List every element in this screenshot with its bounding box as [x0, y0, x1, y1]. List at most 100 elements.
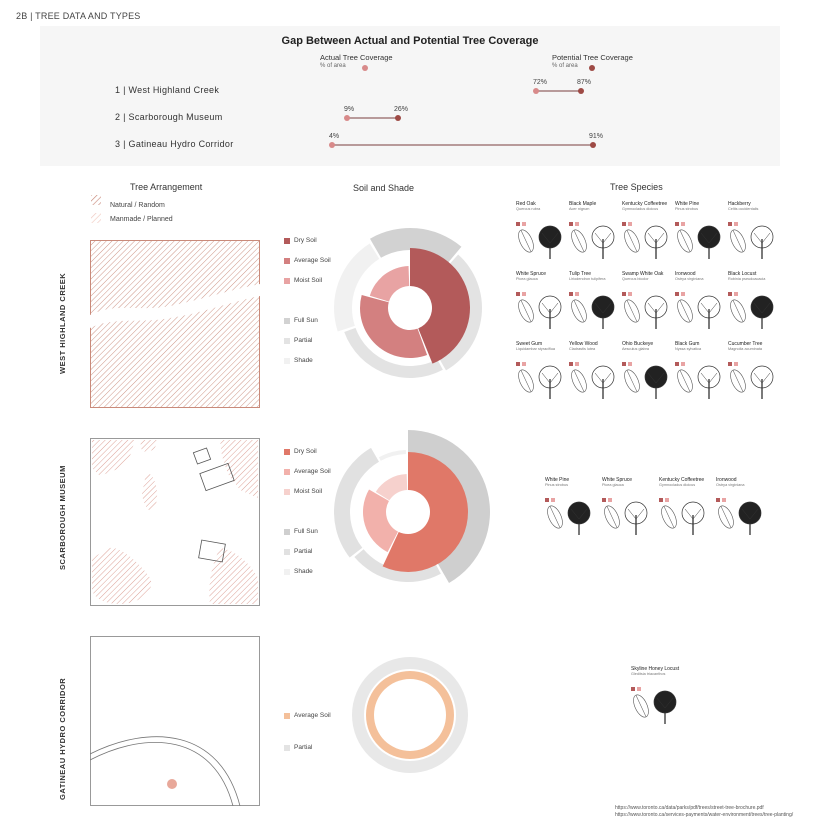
actual-value: 9%: [344, 106, 355, 113]
arrangement-legend-swatches: [91, 195, 101, 223]
species-tags: [545, 489, 557, 507]
actual-dot: [329, 142, 335, 148]
gap-segment: [536, 90, 581, 92]
species-name: Black Locust: [728, 271, 757, 277]
tree-cluster: [92, 547, 152, 604]
species-tags: [675, 213, 687, 231]
gap-row-label: 2 | Scarborough Museum: [115, 112, 223, 122]
soil-legend-label: Partial: [294, 337, 313, 344]
soil-legend-label: Moist Soil: [294, 488, 323, 495]
legend-swatch: [284, 745, 290, 751]
creek-path: [90, 284, 260, 328]
soil-legend-label: Full Sun: [294, 528, 318, 535]
species-latin: Magnolia acuminata: [728, 347, 762, 351]
legend-actual: Actual Tree Coverage % of area: [320, 53, 393, 69]
gap-chart-panel: Gap Between Actual and Potential Tree Co…: [40, 26, 780, 166]
source-2[interactable]: https://www.toronto.ca/services-payments…: [615, 812, 794, 818]
species-name: Ironwood: [675, 271, 696, 277]
species-name: Yellow Wood: [569, 341, 598, 347]
tree-illustration: [730, 365, 774, 399]
species-name: Ironwood: [716, 477, 737, 483]
shade-segment: [334, 243, 380, 332]
legend-potential-dot: [589, 65, 595, 71]
building: [198, 539, 226, 563]
road-edge: [90, 736, 241, 806]
tree-illustration: [677, 225, 721, 259]
species-latin: Picea glauca: [516, 277, 538, 281]
species-name: Kentucky Coffeetree: [622, 201, 668, 207]
soil-legend-label: Full Sun: [294, 317, 318, 324]
donut-group-2: [334, 430, 490, 584]
legend-swatch: [284, 549, 290, 555]
potential-dot: [395, 115, 401, 121]
shade-segment: [334, 447, 379, 558]
species-tags: [675, 283, 687, 301]
species-latin: Robinia pseudoacacia: [728, 277, 766, 281]
species-tags: [516, 283, 528, 301]
gap-segment: [347, 117, 398, 119]
source-1[interactable]: https://www.toronto.ca/data/parks/pdf/tr…: [615, 805, 764, 811]
manmade-swatch: [91, 213, 101, 223]
shade-segment: [378, 450, 406, 461]
actual-value: 4%: [329, 133, 340, 140]
species-name: Sweet Gum: [516, 341, 543, 347]
species-tags: [728, 213, 740, 231]
species-latin: Pinus strobus: [675, 207, 699, 211]
soil-segment: [382, 452, 468, 572]
soil-legend-label: Moist Soil: [294, 277, 323, 284]
species-tags: [659, 489, 671, 507]
potential-dot: [590, 142, 596, 148]
legend-natural: Natural / Random: [110, 202, 165, 209]
gap-chart-title: Gap Between Actual and Potential Tree Co…: [281, 35, 539, 47]
species-tags: [569, 283, 581, 301]
species-tags: [622, 283, 634, 301]
soil-segment: [360, 295, 428, 358]
soil-legend-label: Dry Soil: [294, 448, 317, 455]
shade-segment: [439, 254, 482, 371]
road-edge: [90, 742, 234, 806]
species-latin: Ostrya virginiana: [675, 277, 704, 281]
actual-value: 72%: [533, 79, 548, 86]
species-latin: Aesculus glabra: [622, 347, 650, 351]
tree-illustration: [571, 295, 615, 329]
species-latin: Pinus strobus: [545, 483, 569, 487]
potential-dot: [578, 88, 584, 94]
species-latin: Gymnocladus dioicus: [622, 207, 659, 211]
map-west-highland-creek: [90, 240, 260, 408]
legend-actual-sub: % of area: [320, 63, 346, 69]
tree-illustration: [604, 501, 648, 535]
soil-legend-label: Shade: [294, 568, 313, 575]
legend-swatch: [284, 258, 290, 264]
soil-legend-label: Average Soil: [294, 712, 331, 719]
tree-illustration: [633, 690, 677, 724]
species-name: Red Oak: [516, 201, 536, 207]
site-label-1: WEST HIGHLAND CREEK: [58, 272, 67, 374]
species-name: Skyline Honey Locust: [631, 666, 680, 672]
species-latin: Ostrya virginiana: [716, 483, 745, 487]
legend-swatch: [284, 238, 290, 244]
species-latin: Liriodendron tulipifera: [569, 277, 606, 281]
species-tags: [569, 213, 581, 231]
donut-west-highland-creek: [334, 228, 482, 378]
species-name: White Spruce: [602, 477, 633, 483]
actual-dot: [344, 115, 350, 121]
tree-cluster: [220, 440, 258, 498]
legend-swatch: [284, 449, 290, 455]
soil-segment: [363, 489, 399, 553]
legend-potential-sub: % of area: [552, 63, 578, 69]
building: [199, 462, 235, 492]
soil-segment: [369, 266, 410, 302]
tree-illustration: [571, 365, 615, 399]
tree-illustration: [547, 501, 591, 535]
legend-swatch: [284, 278, 290, 284]
soil-segment: [375, 474, 408, 501]
species-latin: Celtis occidentalis: [728, 207, 759, 211]
tree-illustration: [730, 225, 774, 259]
species-tags: [631, 678, 643, 696]
soil-legend-label: Shade: [294, 357, 313, 364]
shade-segment: [354, 549, 441, 582]
soil-legend-label: Partial: [294, 548, 313, 555]
tree-illustration: [518, 225, 562, 259]
arrangement-title: Tree Arrangement: [130, 182, 203, 192]
species-name: Cucumber Tree: [728, 341, 763, 347]
